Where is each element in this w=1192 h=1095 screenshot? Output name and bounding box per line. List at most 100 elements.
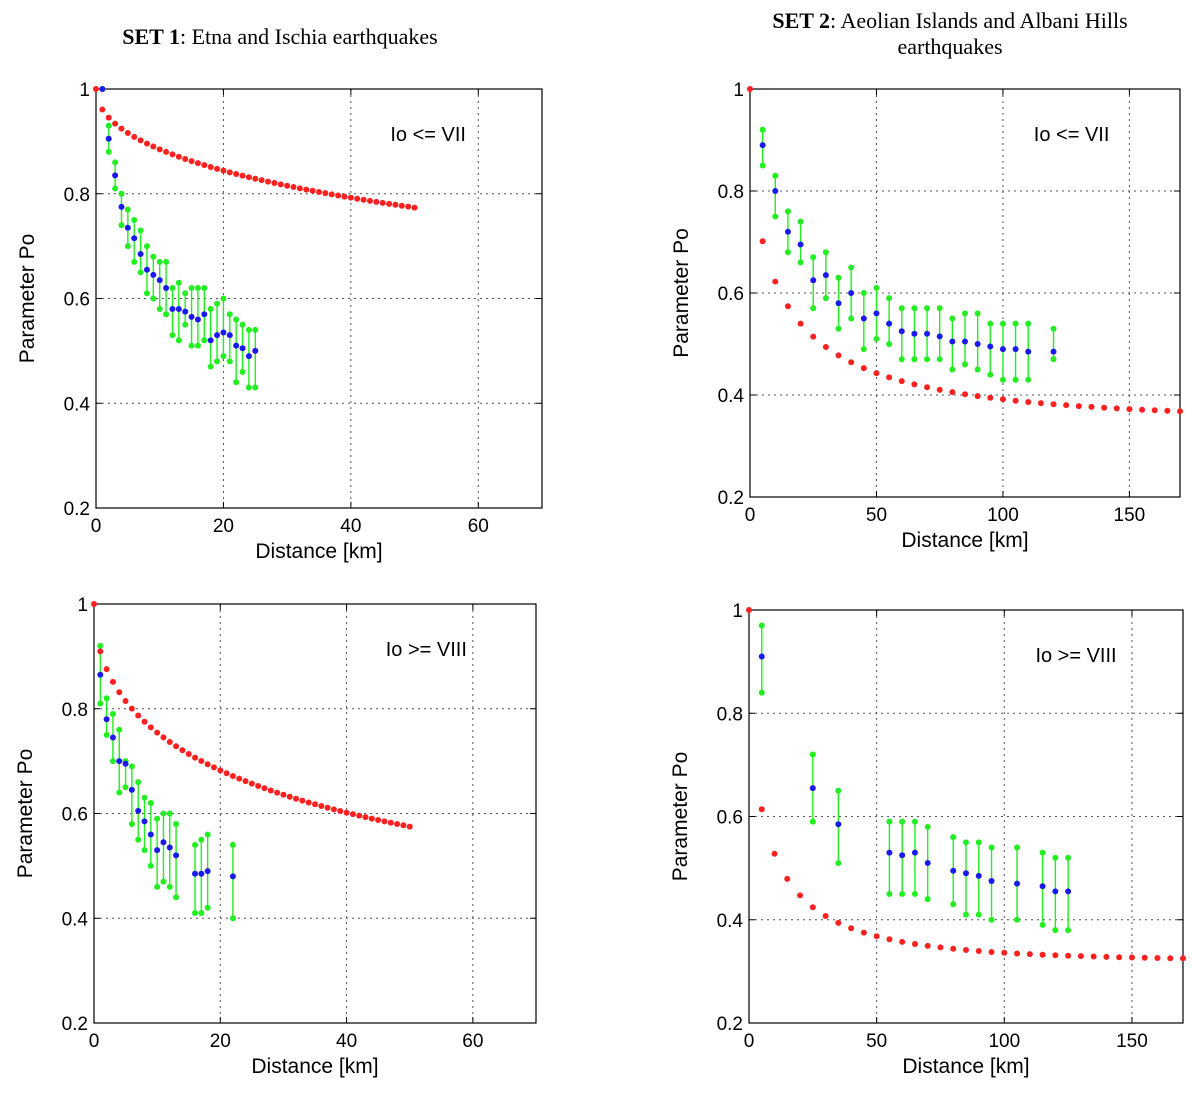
range-max-point [118, 190, 125, 197]
x-tick-label: 60 [462, 1031, 483, 1052]
mean-point [1052, 888, 1059, 895]
range-max-point [192, 841, 199, 848]
range-min-point [201, 337, 208, 344]
range-max-point [160, 810, 167, 817]
model-point [822, 343, 829, 350]
range-min-point [898, 356, 905, 363]
y-tick-label: 0.6 [62, 805, 88, 826]
y-tick-label: 1 [77, 595, 88, 616]
model-point [988, 948, 995, 955]
intensity-annotation: Io >= VIII [386, 639, 467, 661]
mean-point [147, 831, 154, 838]
mean-point [182, 308, 189, 315]
x-axis-label: Distance [km] [901, 529, 1028, 552]
range-max-point [924, 823, 931, 830]
model-point [1065, 952, 1072, 959]
range-max-point [128, 763, 135, 770]
model-point [405, 203, 412, 210]
range-max-point [822, 249, 829, 256]
model-point [160, 734, 167, 741]
range-max-point [175, 279, 182, 286]
range-max-point [758, 622, 765, 629]
y-tick-label: 0.2 [717, 1014, 743, 1035]
model-point [886, 374, 893, 381]
model-point [873, 370, 880, 377]
model-point [229, 772, 236, 779]
model-point [135, 712, 142, 719]
range-min-point [109, 758, 116, 765]
range-min-point [112, 185, 119, 192]
model-point [1012, 397, 1019, 404]
mean-point [1012, 346, 1019, 353]
mean-point [759, 142, 766, 149]
y-tick-label: 0.2 [718, 488, 744, 509]
range-min-point [137, 269, 144, 276]
mean-point [899, 852, 906, 859]
model-point [105, 114, 112, 121]
model-point [214, 165, 221, 172]
range-max-point [949, 315, 956, 322]
y-axis-label: Parameter Po [14, 749, 37, 879]
mean-point [911, 849, 918, 856]
y-tick-label: 0.2 [64, 499, 90, 520]
model-point [375, 816, 382, 823]
range-min-point [188, 342, 195, 349]
intensity-annotation: Io <= VII [390, 124, 466, 146]
range-max-point [860, 290, 867, 296]
range-min-point [886, 890, 893, 897]
y-tick-label: 0.4 [62, 909, 89, 930]
model-point [835, 919, 842, 926]
mean-point [137, 250, 144, 257]
model-point [293, 795, 300, 802]
mean-point [898, 328, 905, 335]
range-max-point [112, 159, 119, 166]
model-point [1141, 954, 1148, 961]
model-point [137, 137, 144, 144]
mean-point [135, 807, 142, 814]
mean-point [772, 188, 779, 194]
model-point [810, 333, 817, 340]
range-max-point [156, 258, 163, 265]
y-tick-label: 1 [79, 80, 90, 101]
mean-point [1065, 888, 1072, 895]
model-point [368, 815, 375, 822]
model-point [239, 172, 246, 179]
mean-point [999, 346, 1006, 353]
range-min-point [835, 325, 842, 332]
range-min-point [987, 371, 994, 378]
model-point [116, 689, 123, 696]
model-point [354, 195, 361, 202]
range-max-point [252, 326, 259, 333]
range-max-point [988, 844, 995, 851]
range-max-point [911, 305, 918, 312]
model-point [1139, 406, 1146, 413]
range-min-point [118, 222, 125, 229]
model-point [328, 191, 335, 198]
model-point [911, 940, 918, 947]
model-point [330, 806, 337, 813]
model-point [848, 925, 855, 932]
mean-point [131, 235, 138, 242]
model-point [226, 169, 233, 176]
mean-point [797, 241, 804, 248]
model-point [1090, 953, 1097, 960]
range-min-point [156, 305, 163, 312]
y-tick-label: 0.2 [62, 1014, 88, 1035]
model-point [860, 929, 867, 936]
model-point [398, 202, 405, 209]
range-min-point [1014, 916, 1021, 923]
y-tick-label: 0.8 [64, 185, 90, 206]
range-min-point [758, 689, 765, 696]
range-min-point [124, 243, 131, 250]
range-max-point [924, 305, 931, 312]
range-max-point [1025, 320, 1032, 327]
range-max-point [116, 726, 123, 733]
range-min-point [886, 341, 893, 347]
model-point [91, 601, 97, 607]
range-max-point [109, 710, 116, 717]
range-min-point [166, 883, 173, 890]
model-point [299, 797, 306, 804]
model-point [1001, 949, 1008, 956]
